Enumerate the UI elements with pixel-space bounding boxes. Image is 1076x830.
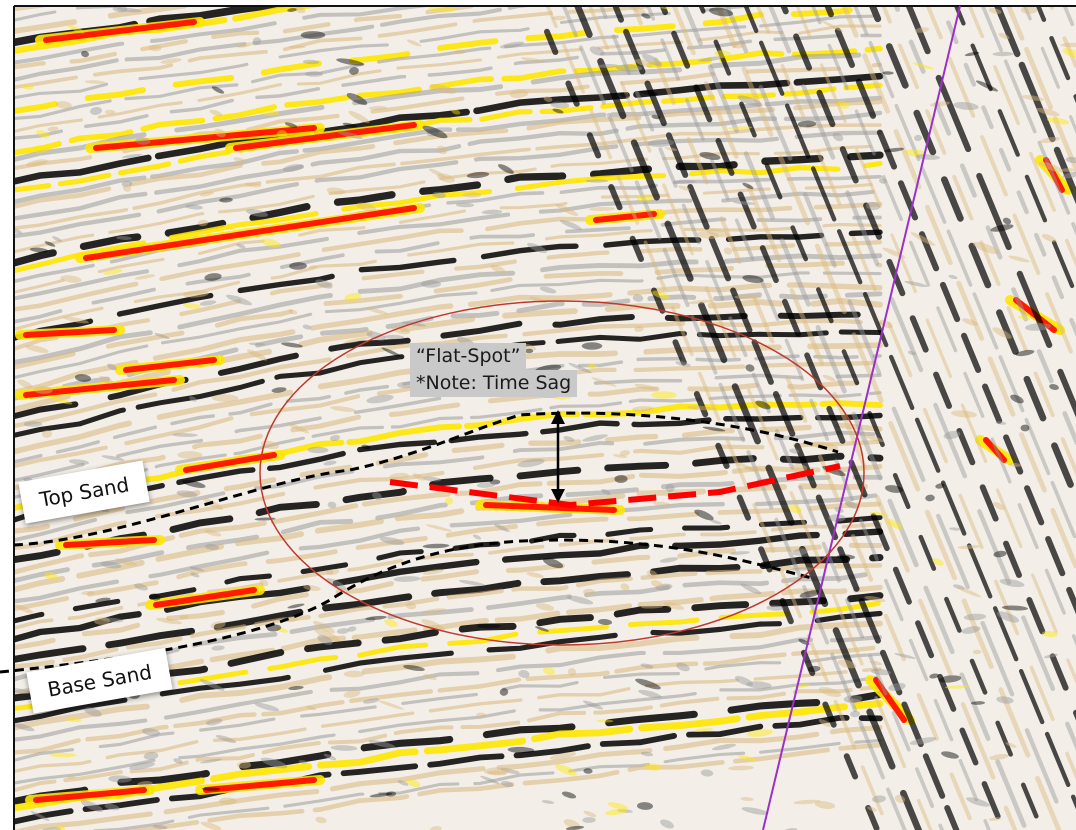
base-sand-horizon [0,538,813,674]
noise-speckles [14,6,1076,830]
flat-spot-line [389,463,841,509]
fault-line [762,5,961,830]
flat-spot-ellipse [259,300,865,646]
top-sand-horizon [13,411,839,547]
right-block-reflections [533,6,1076,830]
time-sag-arrow [551,410,565,503]
bright-amplitude-streaks [15,17,1073,805]
flat-spot-note: “Flat-Spot” *Note: Time Sag [410,343,578,397]
flat-spot-title: “Flat-Spot” [410,343,527,370]
time-sag-note: *Note: Time Sag [410,370,578,397]
